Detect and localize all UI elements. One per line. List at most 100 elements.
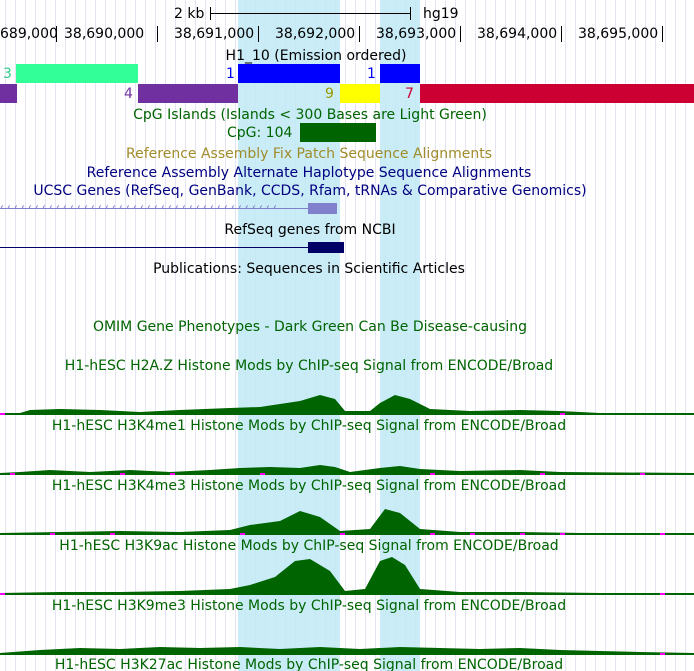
ruler-tick (662, 26, 663, 42)
ruler-tick (460, 26, 461, 42)
signal-track-title: H1-hESC H2A.Z Histone Mods by ChIP-seq S… (64, 358, 554, 374)
state-label: 1 (226, 66, 235, 82)
fix-patch-track-title[interactable]: Reference Assembly Fix Patch Sequence Al… (126, 146, 492, 162)
signal-area (0, 557, 694, 595)
signal-svg (0, 395, 694, 415)
grid-line (365, 0, 366, 671)
ruler-position: 38,694,000 (477, 26, 558, 42)
highlight-region-left (238, 0, 340, 671)
grid-line (685, 0, 686, 671)
grid-line (85, 0, 86, 671)
data-gap-marker (470, 533, 475, 535)
alt-haplotype-track-title[interactable]: Reference Assembly Alternate Haplotype S… (86, 165, 532, 181)
scale-bar-left-tick (210, 7, 211, 20)
state-9-block[interactable] (340, 84, 380, 103)
data-gap-marker (560, 533, 565, 535)
state-4-block[interactable] (138, 84, 238, 103)
ucsc-gene-intron-line (0, 208, 308, 209)
grid-line (15, 0, 16, 671)
grid-line (625, 0, 626, 671)
grid-line (145, 0, 146, 671)
strand-arrows: ‹‹‹‹‹‹‹‹‹‹‹‹‹‹‹‹‹‹‹‹‹‹‹‹‹‹‹‹‹‹‹‹‹‹‹‹‹‹‹‹ (0, 202, 280, 213)
grid-line (435, 0, 436, 671)
cpg-island-block[interactable] (300, 123, 376, 142)
grid-line (5, 0, 6, 671)
data-gap-marker (430, 533, 435, 535)
refseq-exon[interactable] (308, 242, 344, 253)
scale-bar-label: 2 kb (174, 6, 205, 22)
grid-line (505, 0, 506, 671)
grid-line (495, 0, 496, 671)
grid-line (675, 0, 676, 671)
grid-line (115, 0, 116, 671)
ruler-position: 38,695,000 (578, 26, 659, 42)
grid-line (355, 0, 356, 671)
grid-line (465, 0, 466, 671)
state-label: 9 (325, 86, 334, 102)
data-gap-marker (340, 533, 345, 535)
assembly-label: hg19 (423, 6, 459, 22)
refseq-track-title: RefSeq genes from NCBI (224, 222, 396, 238)
grid-line (95, 0, 96, 671)
data-gap-marker (520, 533, 525, 535)
grid-line (595, 0, 596, 671)
grid-line (235, 0, 236, 671)
ruler-position: 38,693,000 (376, 26, 457, 42)
ruler-tick (157, 26, 158, 42)
signal-svg (0, 465, 694, 475)
data-gap-marker (170, 473, 175, 475)
state-7-block[interactable] (420, 84, 694, 103)
ruler-tick (258, 26, 259, 42)
signal-area (0, 509, 694, 535)
grid-line (445, 0, 446, 671)
grid-line (45, 0, 46, 671)
publications-track-title[interactable]: Publications: Sequences in Scientific Ar… (153, 261, 465, 277)
signal-track-title: H1-hESC H3K9me3 Histone Mods by ChIP-seq… (51, 598, 567, 614)
grid-line (185, 0, 186, 671)
grid-line (665, 0, 666, 671)
grid-line (645, 0, 646, 671)
grid-line (215, 0, 216, 671)
signal-svg (0, 557, 694, 595)
ucsc-gene-exon[interactable] (308, 203, 337, 214)
data-gap-marker (640, 473, 645, 475)
state-4-block[interactable] (0, 84, 17, 103)
data-gap-marker (110, 533, 115, 535)
scale-bar-line (210, 13, 411, 14)
ruler-position: 689,000 (0, 26, 58, 42)
state-label: 7 (405, 86, 414, 102)
grid-line (35, 0, 36, 671)
data-gap-marker (660, 593, 665, 595)
grid-line (455, 0, 456, 671)
cpg-track-title: CpG Islands (Islands < 300 Bases are Lig… (133, 107, 487, 123)
ruler-tick (56, 26, 57, 42)
signal-graph-h3k4me1 (0, 443, 694, 475)
data-gap-marker (120, 473, 125, 475)
state-label: 4 (124, 86, 133, 102)
grid-line (65, 0, 66, 671)
grid-line (105, 0, 106, 671)
signal-track-title: H1-hESC H3K4me3 Histone Mods by ChIP-seq… (51, 478, 567, 494)
signal-graph-h2az (0, 383, 694, 415)
grid-line (425, 0, 426, 671)
data-gap-marker (430, 473, 435, 475)
data-gap-marker (660, 653, 665, 655)
grid-line (635, 0, 636, 671)
grid-line (545, 0, 546, 671)
grid-line (165, 0, 166, 671)
grid-line (615, 0, 616, 671)
omim-track-title[interactable]: OMIM Gene Phenotypes - Dark Green Can Be… (92, 319, 528, 335)
ruler-tick (561, 26, 562, 42)
state-3-block[interactable] (16, 64, 138, 83)
grid-line (25, 0, 26, 671)
grid-line (155, 0, 156, 671)
data-gap-marker (0, 593, 5, 595)
state-1-block[interactable] (380, 64, 420, 83)
grid-line (375, 0, 376, 671)
signal-track-title: H1-hESC H3K4me1 Histone Mods by ChIP-seq… (51, 418, 567, 434)
grid-line (75, 0, 76, 671)
signal-graph-h3k9ac (0, 555, 694, 595)
chromatin-track-title: H1_10 (Emission ordered) (225, 48, 407, 64)
state-1-block[interactable] (238, 64, 340, 83)
